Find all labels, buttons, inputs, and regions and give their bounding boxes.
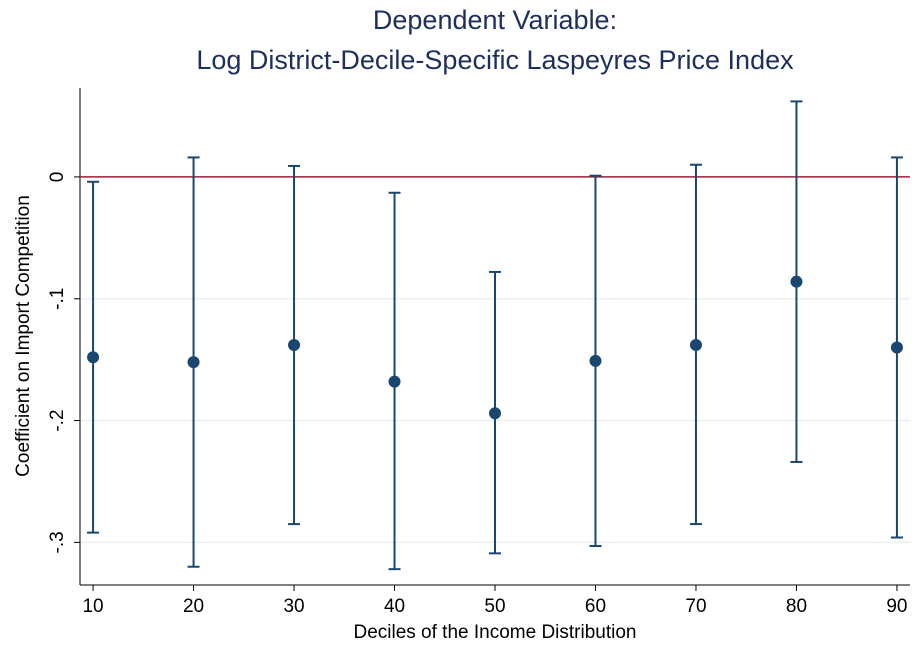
y-tick-label: -.1 (47, 288, 68, 310)
x-tick-label: 40 (384, 596, 405, 617)
x-tick-label: 90 (886, 596, 907, 617)
point (589, 354, 602, 367)
x-tick-label: 20 (183, 596, 204, 617)
y-tick-label: -.3 (47, 531, 68, 553)
x-tick-label: 50 (484, 596, 505, 617)
point (890, 341, 903, 354)
chart-title: Log District-Decile-Specific Laspeyres P… (196, 45, 794, 75)
x-tick-label: 70 (685, 596, 706, 617)
x-tick-label: 60 (585, 596, 606, 617)
point (288, 339, 301, 352)
x-tick-label: 80 (786, 596, 807, 617)
y-tick-label: 0 (47, 172, 68, 183)
y-axis-label: Coefficient on Import Competition (13, 195, 34, 477)
point (187, 356, 200, 369)
point (790, 275, 803, 288)
y-tick-label: -.2 (47, 409, 68, 431)
point (87, 351, 100, 364)
x-tick-label: 10 (82, 596, 103, 617)
point (388, 375, 401, 388)
chart-title: Dependent Variable: (373, 5, 617, 35)
x-axis-label: Deciles of the Income Distribution (353, 622, 636, 643)
x-tick-label: 30 (283, 596, 304, 617)
point (689, 339, 702, 352)
point (489, 407, 501, 420)
